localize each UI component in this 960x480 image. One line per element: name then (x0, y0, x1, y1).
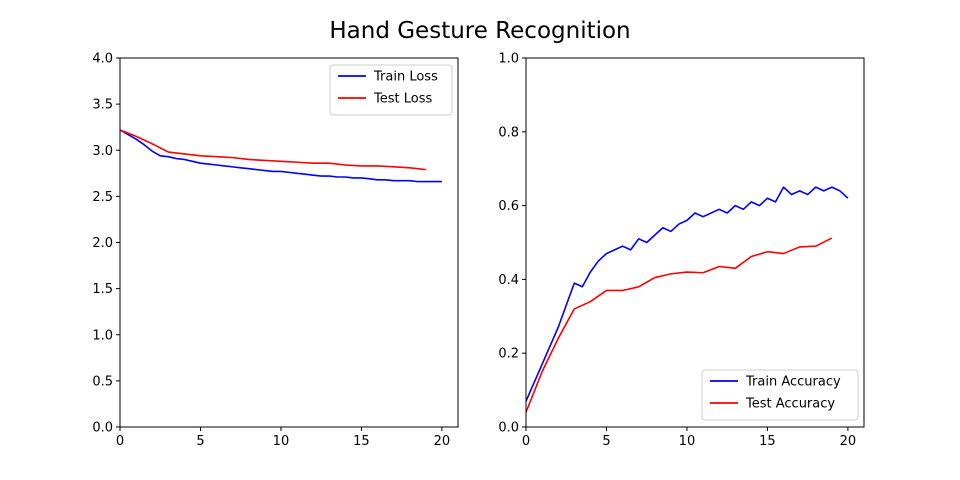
series-line-train-loss (119, 129, 442, 183)
x-tick-label: 20 (840, 434, 857, 449)
x-tick-label: 20 (434, 434, 451, 449)
y-tick-label: 0.8 (498, 125, 519, 140)
series-line-train-accuracy (525, 186, 849, 402)
y-tick-label: 2.0 (92, 236, 113, 251)
y-tick-label: 0.2 (498, 347, 519, 362)
y-tick-label: 0.4 (498, 273, 519, 288)
y-tick-label: 0.6 (498, 199, 519, 214)
y-tick-label: 4.0 (92, 52, 113, 67)
x-tick-label: 5 (602, 434, 610, 449)
loss-chart: 0 5 10 15 20 0.0 0.5 1.0 1.5 2.0 2.5 3.0 3.5 4.0 Train… (92, 52, 459, 449)
y-tick-label: 3.0 (92, 144, 113, 159)
legend: Train Accuracy Test Accuracy (701, 369, 859, 421)
x-tick-label: 0 (116, 434, 124, 449)
legend-label: Train Loss (373, 70, 438, 85)
legend-label: Train Accuracy (745, 375, 841, 390)
y-tick-label: 2.5 (92, 190, 113, 205)
y-tick-label: 0.0 (498, 421, 519, 436)
x-tick-label: 5 (196, 434, 204, 449)
series-line-test-accuracy (525, 237, 833, 413)
accuracy-chart: 0 5 10 15 20 0.0 0.2 0.4 0.6 0.8 1.0 Train Accuracy… (498, 52, 865, 449)
y-tick-label: 1.0 (498, 52, 519, 67)
figure-title: Hand Gesture Recognition (329, 18, 630, 44)
y-tick-label: 3.5 (92, 98, 113, 113)
legend: Train Loss Test Loss (329, 64, 453, 116)
axes-frame (525, 57, 865, 428)
legend-box (329, 64, 453, 116)
x-tick-label: 0 (522, 434, 530, 449)
legend-label: Test Accuracy (745, 397, 835, 412)
x-tick-label: 10 (273, 434, 290, 449)
y-tick-label: 1.5 (92, 282, 113, 297)
y-tick-label: 0.5 (92, 374, 113, 389)
y-tick-label: 1.0 (92, 328, 113, 343)
y-tick-label: 0.0 (92, 421, 113, 436)
x-tick-label: 15 (353, 434, 370, 449)
series-line-test-loss (119, 129, 426, 171)
legend-label: Test Loss (373, 92, 432, 107)
x-tick-label: 10 (679, 434, 696, 449)
legend-box (701, 369, 859, 421)
x-tick-label: 15 (759, 434, 776, 449)
